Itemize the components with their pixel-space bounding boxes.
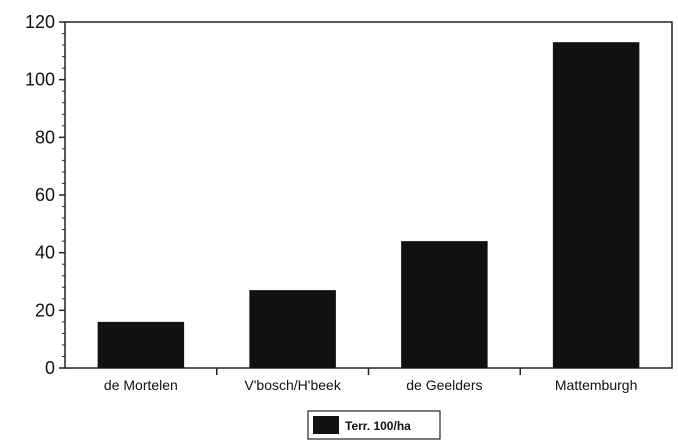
y-tick-label: 120 — [25, 12, 55, 32]
legend: Terr. 100/ha — [307, 410, 441, 440]
y-tick-label: 20 — [35, 300, 55, 320]
legend-swatch — [313, 416, 339, 434]
y-tick-label: 40 — [35, 243, 55, 263]
y-axis: 0 20 40 60 80 100 120 — [25, 12, 65, 378]
x-tick-label: V'bosch/H'beek — [244, 377, 341, 393]
x-tick-label: Mattemburgh — [555, 377, 637, 393]
x-tick-label: de Geelders — [406, 377, 482, 393]
legend-frame — [307, 410, 441, 440]
bar — [97, 321, 185, 368]
bar — [249, 290, 336, 368]
x-axis: de Mortelen V'bosch/H'beek de Geelders Matt… — [104, 368, 637, 393]
y-tick-label: 100 — [25, 70, 55, 90]
y-tick-label: 0 — [45, 358, 55, 378]
x-tick-label: de Mortelen — [104, 377, 178, 393]
y-tick-label: 80 — [35, 127, 55, 147]
y-tick-label: 60 — [35, 185, 55, 205]
bar — [552, 42, 640, 368]
bars-group — [97, 42, 640, 368]
legend-label: Terr. 100/ha — [345, 419, 411, 433]
bar — [401, 241, 488, 368]
